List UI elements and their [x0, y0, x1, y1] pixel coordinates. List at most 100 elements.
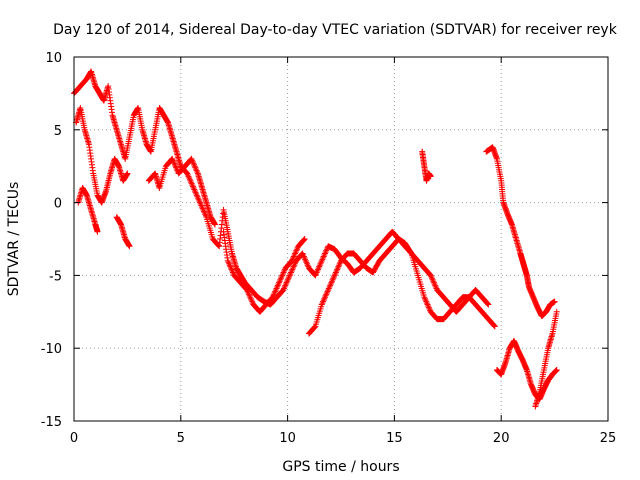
data-point — [171, 160, 178, 167]
data-point — [229, 268, 236, 275]
data-point — [288, 269, 295, 276]
data-point — [291, 252, 298, 259]
data-point — [302, 257, 309, 264]
data-point — [226, 260, 233, 267]
data-point — [272, 288, 279, 295]
data-point — [321, 295, 328, 302]
data-point — [281, 284, 288, 291]
data-point — [227, 263, 234, 270]
data-point — [428, 273, 435, 280]
data-point — [322, 292, 329, 299]
data-point — [422, 297, 429, 304]
data-point — [289, 256, 296, 263]
series-track-i — [434, 286, 492, 315]
data-point — [317, 260, 324, 267]
data-point — [302, 256, 309, 263]
data-point — [427, 272, 434, 279]
data-point — [275, 281, 282, 288]
data-point — [320, 254, 327, 261]
data-point — [326, 284, 333, 291]
series-track-d — [113, 214, 133, 250]
data-point — [270, 291, 277, 298]
data-point — [194, 169, 201, 176]
data-point — [430, 278, 437, 285]
data-point — [421, 295, 428, 302]
data-point — [428, 275, 435, 282]
data-point — [277, 276, 284, 283]
data-point — [288, 268, 295, 275]
data-point — [280, 286, 287, 293]
plot-frame — [73, 56, 609, 422]
data-point — [312, 272, 319, 279]
data-point — [224, 257, 231, 264]
data-point — [323, 247, 330, 254]
data-point — [407, 249, 414, 256]
data-point — [423, 300, 430, 307]
data-point — [432, 284, 439, 291]
y-tick-label: -10 — [41, 342, 62, 357]
data-point — [425, 302, 432, 309]
data-point — [301, 236, 308, 243]
data-point — [94, 228, 101, 235]
data-point — [281, 268, 288, 275]
data-point — [553, 308, 560, 315]
data-point — [173, 166, 180, 173]
data-point — [227, 265, 234, 272]
data-point — [271, 289, 278, 296]
y-tick-label: -5 — [49, 269, 62, 284]
x-axis-label: GPS time / hours — [282, 459, 399, 475]
data-point — [249, 298, 256, 305]
data-point — [318, 257, 325, 264]
data-point — [327, 282, 334, 289]
data-point — [315, 265, 322, 272]
data-point — [425, 304, 432, 311]
data-point — [272, 286, 279, 293]
data-point — [189, 157, 196, 164]
data-point — [304, 262, 311, 269]
data-point — [491, 323, 498, 330]
data-point — [274, 284, 281, 291]
series-track-c — [75, 185, 101, 235]
data-point — [293, 247, 300, 254]
data-point — [189, 182, 196, 189]
data-point — [328, 279, 335, 286]
data-point — [198, 202, 205, 209]
data-point — [288, 257, 295, 264]
data-point — [285, 275, 292, 282]
data-point — [292, 249, 299, 256]
data-point — [329, 278, 336, 285]
data-point — [320, 253, 327, 260]
data-point — [321, 252, 328, 259]
data-point — [319, 300, 326, 307]
data-point — [291, 260, 298, 267]
x-tick-label: 10 — [279, 431, 296, 446]
data-point — [291, 262, 298, 269]
data-point — [300, 252, 307, 259]
data-point — [269, 294, 276, 301]
data-point — [211, 221, 218, 228]
data-point — [334, 265, 341, 272]
data-point — [229, 269, 236, 276]
data-point — [244, 286, 251, 293]
data-point — [188, 180, 195, 187]
data-point — [319, 256, 326, 263]
data-point — [286, 272, 293, 279]
data-point — [313, 270, 320, 277]
data-point — [191, 186, 198, 193]
data-point — [282, 281, 289, 288]
series-track-j — [483, 144, 558, 320]
x-tick-label: 25 — [600, 431, 617, 446]
data-point — [325, 285, 332, 292]
data-point — [290, 263, 297, 270]
series-track-h — [419, 148, 434, 184]
series-track-f — [220, 228, 308, 315]
data-point — [325, 286, 332, 293]
x-tick-label: 20 — [493, 431, 510, 446]
chart-title: Day 120 of 2014, Sidereal Day-to-day VTE… — [53, 22, 618, 38]
data-point — [421, 294, 428, 301]
data-point — [484, 300, 491, 307]
data-point — [321, 250, 328, 257]
data-point — [170, 158, 177, 165]
data-point — [196, 198, 203, 205]
data-point — [290, 254, 297, 261]
